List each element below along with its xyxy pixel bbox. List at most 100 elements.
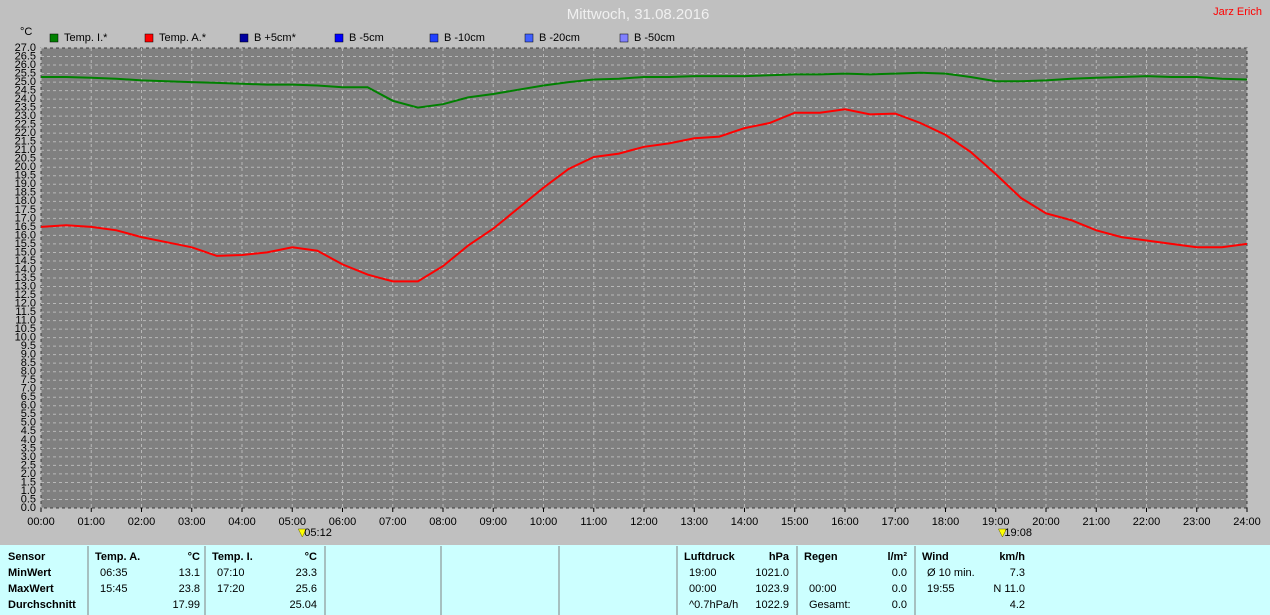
legend-swatch <box>239 33 249 43</box>
legend-label: B -5cm <box>349 32 384 44</box>
y-tick-label: 19.5 <box>15 170 36 182</box>
y-tick-label: 20.5 <box>15 153 36 165</box>
x-tick-label: 19:00 <box>982 516 1010 528</box>
y-tick-label: 14.5 <box>15 255 36 267</box>
x-tick-label: 10:00 <box>530 516 558 528</box>
cell-label: 19:55 <box>927 583 955 595</box>
x-tick-label: 12:00 <box>630 516 658 528</box>
x-tick-label: 03:00 <box>178 516 206 528</box>
cell-value: 13.1 <box>179 567 200 579</box>
y-tick-label: 10.0 <box>15 332 36 344</box>
author: Jarz Erich <box>1213 6 1262 18</box>
column-header: Wind <box>922 551 949 563</box>
y-tick-label: 23.0 <box>15 110 36 122</box>
legend-swatch <box>49 33 59 43</box>
x-tick-label: 02:00 <box>128 516 156 528</box>
x-tick-label: 00:00 <box>27 516 55 528</box>
y-tick-label: 22.5 <box>15 119 36 131</box>
cell-label: 19:00 <box>689 567 717 579</box>
cell-value: 17.99 <box>172 599 200 611</box>
y-tick-label: 5.0 <box>21 417 36 429</box>
y-tick-label: 1.0 <box>21 485 36 497</box>
cell-label: 07:10 <box>217 567 245 579</box>
x-tick-label: 20:00 <box>1032 516 1060 528</box>
x-tick-label: 17:00 <box>881 516 909 528</box>
y-tick-label: 14.0 <box>15 263 36 275</box>
column-header: Temp. A. <box>95 551 140 563</box>
cell-label: 15:45 <box>100 583 128 595</box>
sun-marker <box>297 528 307 538</box>
cell-value: 1022.9 <box>755 599 789 611</box>
y-tick-label: 5.5 <box>21 408 36 420</box>
x-tick-label: 05:00 <box>278 516 306 528</box>
y-tick-label: 27.0 <box>15 42 36 54</box>
y-tick-label: 21.0 <box>15 144 36 156</box>
y-tick-label: 10.5 <box>15 323 36 335</box>
y-tick-label: 24.0 <box>15 93 36 105</box>
y-tick-label: 3.0 <box>21 451 36 463</box>
cell-value: 7.3 <box>1010 567 1025 579</box>
cell-value: 23.8 <box>179 583 200 595</box>
x-tick-label: 09:00 <box>479 516 507 528</box>
y-axis-label: °C <box>20 26 32 38</box>
y-tick-label: 26.5 <box>15 50 36 62</box>
y-tick-label: 6.0 <box>21 400 36 412</box>
y-tick-label: 22.0 <box>15 127 36 139</box>
row-label: MaxWert <box>8 583 54 595</box>
cell-value: 25.6 <box>296 583 317 595</box>
y-tick-label: 12.0 <box>15 297 36 309</box>
legend-label: B -50cm <box>634 32 675 44</box>
y-tick-label: 18.5 <box>15 187 36 199</box>
y-tick-label: 2.0 <box>21 468 36 480</box>
row-label: Sensor <box>8 551 46 563</box>
y-tick-label: 13.5 <box>15 272 36 284</box>
sun-label: 05:12 <box>304 527 332 539</box>
x-tick-label: 18:00 <box>932 516 960 528</box>
y-tick-label: 19.0 <box>15 178 36 190</box>
stats-panel <box>0 545 1270 615</box>
cell-value: 25.04 <box>289 599 317 611</box>
cell-value: N 11.0 <box>993 583 1025 595</box>
y-tick-label: 8.5 <box>21 357 36 369</box>
column-header: Luftdruck <box>684 551 736 563</box>
y-tick-label: 7.5 <box>21 374 36 386</box>
x-tick-label: 16:00 <box>831 516 859 528</box>
cell-label: 17:20 <box>217 583 245 595</box>
y-tick-label: 21.5 <box>15 136 36 148</box>
column-unit: km/h <box>999 551 1025 563</box>
x-tick-label: 04:00 <box>228 516 256 528</box>
cell-label: Gesamt: <box>809 599 851 611</box>
cell-label: Ø 10 min. <box>927 567 975 579</box>
y-tick-label: 4.5 <box>21 425 36 437</box>
cell-value: 0.0 <box>892 599 907 611</box>
x-tick-label: 08:00 <box>429 516 457 528</box>
x-tick-label: 14:00 <box>731 516 759 528</box>
y-tick-label: 4.0 <box>21 434 36 446</box>
x-tick-label: 15:00 <box>781 516 809 528</box>
cell-value: 23.3 <box>296 567 317 579</box>
y-tick-label: 25.5 <box>15 67 36 79</box>
cell-label: 06:35 <box>100 567 128 579</box>
y-tick-label: 2.5 <box>21 459 36 471</box>
y-tick-label: 13.0 <box>15 280 36 292</box>
y-tick-label: 23.5 <box>15 102 36 114</box>
column-header: Regen <box>804 551 838 563</box>
row-label: Durchschnitt <box>8 599 76 611</box>
legend-label: B -10cm <box>444 32 485 44</box>
y-tick-label: 16.5 <box>15 221 36 233</box>
cell-value: 1023.9 <box>755 583 789 595</box>
x-tick-label: 22:00 <box>1133 516 1161 528</box>
y-tick-label: 8.0 <box>21 366 36 378</box>
column-unit: °C <box>305 551 317 563</box>
cell-label: ^0.7hPa/h <box>689 599 738 611</box>
series-line <box>40 108 1248 283</box>
legend-swatch <box>619 33 629 43</box>
column-unit: l/m² <box>887 551 907 563</box>
y-tick-label: 18.0 <box>15 195 36 207</box>
y-tick-label: 16.0 <box>15 229 36 241</box>
column-header: Temp. I. <box>212 551 253 563</box>
x-tick-label: 24:00 <box>1233 516 1261 528</box>
sun-marker <box>998 528 1007 538</box>
y-tick-label: 11.0 <box>15 314 36 326</box>
x-tick-label: 21:00 <box>1082 516 1110 528</box>
